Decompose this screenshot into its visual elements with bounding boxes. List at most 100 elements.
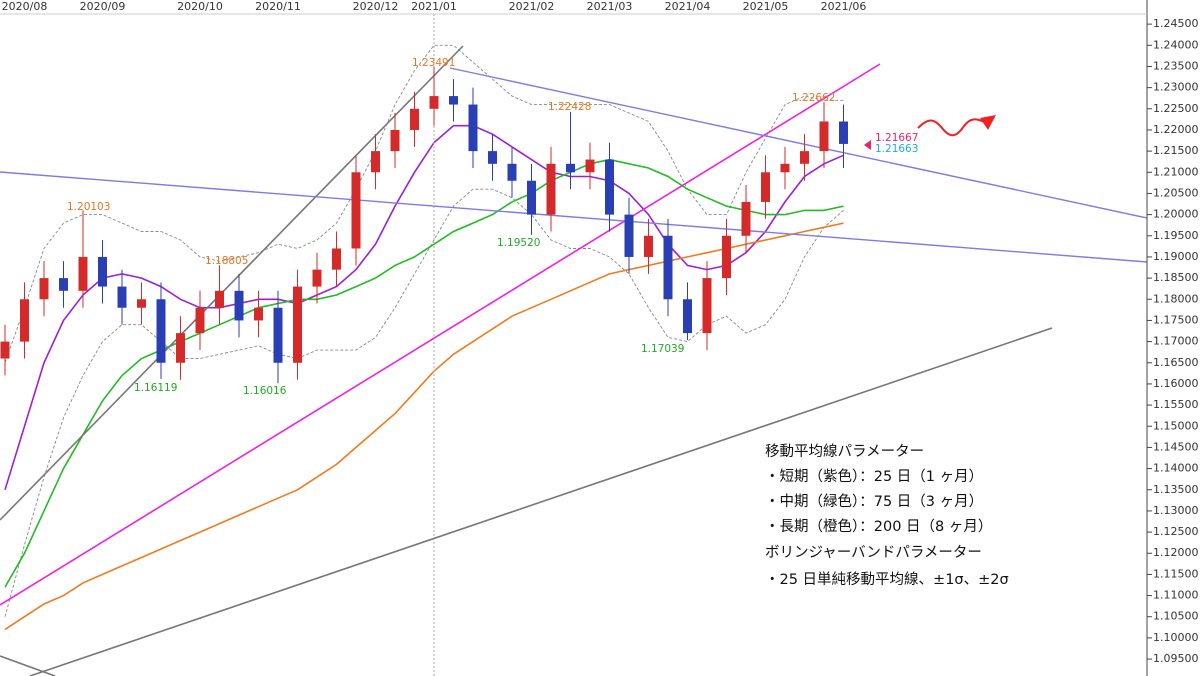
note: ・長期（橙色）：200 日（8 ヶ月） bbox=[765, 518, 992, 535]
y-tick-label: 1.21000 bbox=[1153, 165, 1199, 178]
moving-average bbox=[4, 124, 844, 491]
candle-body bbox=[0, 341, 10, 359]
candle-body bbox=[780, 163, 790, 173]
y-tick-label: 1.13000 bbox=[1153, 504, 1199, 517]
candle-body bbox=[332, 248, 341, 270]
trend-line bbox=[0, 45, 464, 521]
y-tick-label: 1.13500 bbox=[1153, 483, 1199, 496]
y-tick-label: 1.14000 bbox=[1153, 462, 1199, 475]
candle-body bbox=[234, 290, 244, 321]
y-tick-label: 1.14500 bbox=[1153, 440, 1199, 453]
x-tick-label: 2020/12 bbox=[353, 0, 399, 13]
moving-average bbox=[4, 158, 844, 588]
candle-body bbox=[429, 96, 439, 109]
candle-body bbox=[839, 121, 848, 144]
candle-body bbox=[312, 269, 322, 287]
note: 移動平均線パラメーター bbox=[765, 443, 924, 460]
note: ボリンジャーバンドパラメーター bbox=[765, 544, 982, 561]
trend-line bbox=[449, 67, 1148, 219]
candle-body bbox=[98, 256, 107, 287]
candle-body bbox=[293, 286, 302, 363]
candle-body bbox=[605, 159, 614, 215]
note: ・短期（紫色）：25 日（1 ヶ月） bbox=[765, 468, 983, 485]
candle-body bbox=[78, 256, 88, 291]
candle-body bbox=[585, 159, 595, 173]
y-tick-label: 1.10000 bbox=[1153, 631, 1199, 644]
y-tick-label: 1.24500 bbox=[1153, 17, 1199, 30]
y-tick-label: 1.18500 bbox=[1153, 271, 1199, 284]
x-tick-label: 2021/06 bbox=[821, 0, 867, 13]
candle-body bbox=[488, 151, 497, 164]
candle-body bbox=[410, 108, 419, 130]
candle-body bbox=[722, 235, 731, 279]
candle-body bbox=[273, 307, 283, 363]
price-marker bbox=[864, 140, 871, 150]
axis-panel bbox=[1147, 0, 1200, 676]
candle-body bbox=[449, 96, 458, 105]
candle-body bbox=[702, 278, 712, 334]
moving-average bbox=[4, 222, 844, 631]
x-tick-label: 2020/08 bbox=[2, 0, 48, 13]
x-tick-label: 2021/05 bbox=[743, 0, 789, 13]
candle-body bbox=[254, 307, 263, 321]
y-tick-label: 1.17000 bbox=[1153, 335, 1199, 348]
y-tick-label: 1.12500 bbox=[1153, 525, 1199, 538]
annotation: 1.17039 bbox=[641, 343, 684, 355]
note: ・中期（緑色）：75 日（3 ヶ月） bbox=[765, 493, 983, 510]
y-tick-label: 1.10500 bbox=[1153, 610, 1199, 623]
candle-body bbox=[156, 299, 166, 363]
candle-body bbox=[527, 180, 536, 215]
y-tick-label: 1.18000 bbox=[1153, 292, 1199, 305]
trend-lines bbox=[0, 45, 1148, 676]
candle-body bbox=[566, 163, 575, 173]
candles bbox=[0, 66, 848, 384]
trend-line bbox=[0, 171, 1148, 263]
annotation: 1.21663 bbox=[875, 143, 918, 155]
x-tick-label: 2021/02 bbox=[509, 0, 555, 13]
annotation: 1.16119 bbox=[134, 382, 177, 394]
y-tick-label: 1.23500 bbox=[1153, 59, 1199, 72]
candle-body bbox=[390, 129, 400, 152]
y-tick-label: 1.24000 bbox=[1153, 38, 1199, 51]
y-tick-label: 1.20000 bbox=[1153, 208, 1199, 221]
y-tick-label: 1.19500 bbox=[1153, 229, 1199, 242]
annotations: 1.23491 1.22428 1.20103 1.18805 1.22662 … bbox=[67, 57, 996, 397]
forecast-arrow bbox=[917, 118, 985, 137]
candle-body bbox=[546, 163, 556, 215]
y-tick-label: 1.15000 bbox=[1153, 419, 1199, 432]
annotation: 1.20103 bbox=[67, 201, 110, 213]
candle-body bbox=[741, 201, 751, 236]
candle-body bbox=[195, 307, 205, 334]
candle-body bbox=[39, 278, 49, 300]
y-tick-label: 1.11000 bbox=[1153, 589, 1199, 602]
x-tick-label: 2021/03 bbox=[587, 0, 633, 13]
candle-body bbox=[507, 163, 517, 181]
y-tick-label: 1.22000 bbox=[1153, 123, 1199, 136]
annotation: 1.18805 bbox=[205, 255, 248, 267]
annotation: 1.21667 bbox=[875, 132, 918, 144]
candle-body bbox=[644, 235, 653, 257]
y-tick-label: 1.09500 bbox=[1153, 652, 1199, 665]
y-tick-label: 1.12000 bbox=[1153, 546, 1199, 559]
candle-body bbox=[117, 286, 127, 308]
candle-body bbox=[800, 151, 809, 164]
candle-body bbox=[683, 299, 692, 334]
candle-body bbox=[59, 278, 68, 291]
candle-body bbox=[663, 235, 673, 300]
x-tick-label: 2021/01 bbox=[411, 0, 457, 13]
candle-body bbox=[215, 290, 224, 308]
annotation: 1.19520 bbox=[497, 237, 540, 249]
y-tick-label: 1.21500 bbox=[1153, 144, 1199, 157]
candle-body bbox=[351, 172, 361, 249]
x-tick-label: 2020/11 bbox=[255, 0, 301, 13]
y-tick-label: 1.11500 bbox=[1153, 567, 1199, 580]
candle-body bbox=[137, 299, 146, 308]
candle-body bbox=[20, 299, 29, 342]
y-tick-label: 1.16500 bbox=[1153, 356, 1199, 369]
y-tick-label: 1.19000 bbox=[1153, 250, 1199, 263]
annotation: 1.22428 bbox=[548, 101, 591, 113]
candle-body bbox=[624, 214, 634, 257]
y-tick-label: 1.23000 bbox=[1153, 81, 1199, 94]
